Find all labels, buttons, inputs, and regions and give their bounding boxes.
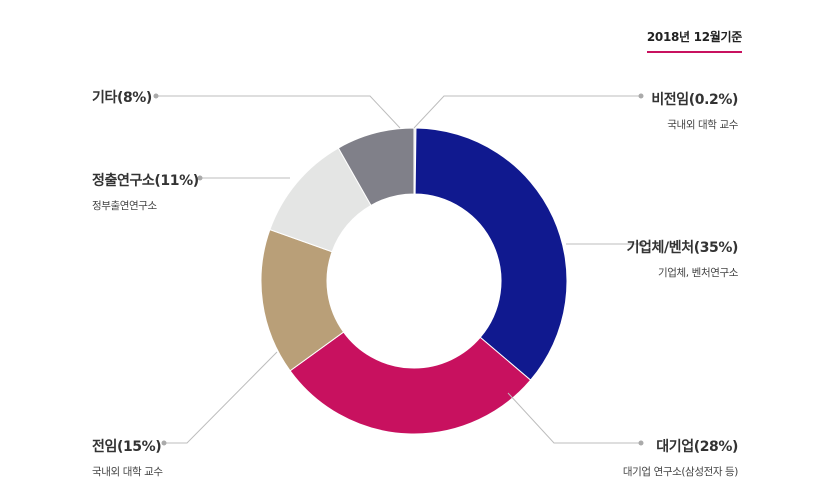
- label-fulltime: 전임(15%) 국내외 대학 교수: [92, 436, 163, 479]
- leader-nonfaculty: [413, 95, 641, 129]
- label-other: 기타(8%): [92, 87, 152, 107]
- label-fulltime-sub: 국내외 대학 교수: [92, 466, 163, 478]
- label-nonfaculty-sub: 국내외 대학 교수: [667, 119, 738, 131]
- label-govt-sub: 정부출연연구소: [92, 200, 157, 212]
- leader-other: [156, 95, 401, 129]
- label-large-corp-title: 대기업(28%): [656, 439, 738, 455]
- label-business-title: 기업체/벤처(35%): [626, 240, 739, 256]
- slice-large-corp: [289, 331, 532, 435]
- leader-nonfaculty-dot: [638, 93, 644, 99]
- label-business: 기업체/벤처(35%) 기업체, 벤처연구소: [626, 237, 739, 280]
- label-fulltime-title: 전임(15%): [92, 439, 162, 455]
- basis-date-note: 2018년 12월기준: [646, 28, 742, 53]
- leader-large-corp-dot: [638, 440, 644, 446]
- label-other-title: 기타(8%): [92, 90, 152, 106]
- leader-govt-dot: [197, 175, 203, 181]
- leader-fulltime: [164, 351, 278, 444]
- label-govt: 정출연구소(11%) 정부출연연구소: [92, 170, 199, 213]
- leader-business-dot: [638, 241, 644, 247]
- label-large-corp: 대기업(28%) 대기업 연구소(삼성전자 등): [622, 436, 739, 479]
- label-nonfaculty: 비전임(0.2%) 국내외 대학 교수: [651, 89, 738, 132]
- leader-large-corp: [507, 392, 641, 444]
- label-nonfaculty-title: 비전임(0.2%): [651, 92, 738, 108]
- label-business-sub: 기업체, 벤처연구소: [658, 267, 738, 279]
- leader-other-dot: [153, 93, 159, 99]
- leader-fulltime-dot: [161, 440, 167, 446]
- slice-other: [337, 127, 415, 207]
- slice-business: [414, 127, 568, 381]
- label-large-corp-sub: 대기업 연구소(삼성전자 등): [622, 466, 739, 478]
- label-govt-title: 정출연구소(11%): [92, 173, 199, 189]
